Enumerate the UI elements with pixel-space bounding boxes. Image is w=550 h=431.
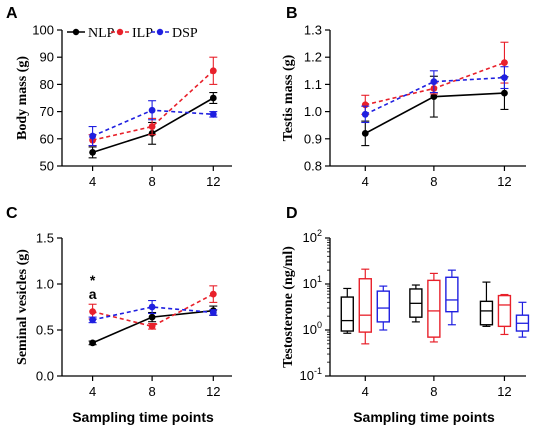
panel-letter: D <box>286 205 298 222</box>
legend: NLP ILP DSP <box>67 26 198 41</box>
data-point <box>361 110 369 118</box>
y-tick-label: 70 <box>40 104 54 119</box>
series-dsp <box>376 269 530 338</box>
panel-c: C Seminal vesicles (g) 0.0 0.5 1.0 1.5 4 8 12 Sam… <box>6 205 232 425</box>
legend-label-nlp: NLP <box>88 26 115 41</box>
data-point <box>148 322 156 330</box>
y-tick-label: 100 <box>303 320 322 337</box>
series-nlp <box>88 305 218 347</box>
y-tick-label: 0.5 <box>36 323 54 338</box>
legend-label-ilp: ILP <box>132 26 153 41</box>
panel-letter: C <box>6 205 18 222</box>
data-point <box>209 290 217 298</box>
y-tick-label: 90 <box>40 50 54 65</box>
data-point <box>501 89 508 97</box>
series-ilp <box>358 268 512 345</box>
box <box>497 294 512 328</box>
box <box>376 290 390 323</box>
x-tick-label: 4 <box>89 384 96 399</box>
box <box>358 278 372 333</box>
y-tick-label: 0.0 <box>36 369 54 384</box>
data-point <box>148 313 156 321</box>
data-point <box>89 149 96 156</box>
panel-letter: A <box>6 5 18 22</box>
y-tick-label: 100 <box>32 23 54 38</box>
y-tick-label: 1.2 <box>304 50 322 65</box>
legend-label-dsp: DSP <box>172 26 198 41</box>
box <box>445 276 459 313</box>
y-tick-label: 101 <box>303 274 322 291</box>
y-tick-label: 50 <box>40 159 54 174</box>
y-axis-label: Testosterone (ng/ml) <box>281 246 296 368</box>
box <box>340 296 354 332</box>
x-tick-label: 8 <box>430 384 437 399</box>
y-tick-label: 0.9 <box>304 131 322 146</box>
y-tick-label: 1.0 <box>304 104 322 119</box>
series-line <box>92 293 214 328</box>
x-tick-label: 4 <box>89 174 96 189</box>
series-line <box>92 306 214 321</box>
data-point <box>89 308 96 315</box>
x-axis-label: Sampling time points <box>72 409 214 425</box>
data-point <box>361 129 369 137</box>
data-point <box>89 132 96 140</box>
x-tick-label: 8 <box>430 174 437 189</box>
x-tick-label: 12 <box>206 174 220 189</box>
data-point <box>148 123 156 130</box>
box <box>427 279 441 338</box>
series-ilp <box>88 285 218 330</box>
data-point <box>209 309 217 316</box>
panel-d: D Testosterone (ng/ml) 10-1 100 101 102 4 8 12Sa… <box>281 205 530 425</box>
x-tick-label: 12 <box>497 174 511 189</box>
data-point <box>501 74 508 81</box>
data-point <box>89 339 96 347</box>
data-point <box>501 59 508 67</box>
legend-marker-nlp <box>72 28 80 36</box>
box <box>479 300 494 326</box>
x-tick-label: 12 <box>497 384 511 399</box>
y-tick-label: 1.3 <box>304 23 322 38</box>
data-point <box>148 303 156 311</box>
y-axis-label: Seminal vesicles (g) <box>15 249 30 365</box>
y-tick-label: 60 <box>40 131 54 146</box>
y-tick-label: 1.5 <box>36 231 54 246</box>
significance-star: * <box>90 272 96 288</box>
data-point <box>209 67 217 75</box>
y-tick-label: 1.1 <box>304 77 322 92</box>
y-tick-label: 102 <box>303 228 322 245</box>
data-point <box>148 106 156 114</box>
series-nlp <box>340 281 494 334</box>
x-tick-label: 8 <box>148 174 155 189</box>
x-tick-label: 4 <box>362 384 369 399</box>
x-tick-label: 8 <box>148 384 155 399</box>
x-axis-label: Sampling time points <box>353 409 495 425</box>
panel-letter: B <box>286 5 298 22</box>
data-point <box>430 78 438 86</box>
y-tick-label: 80 <box>40 77 54 92</box>
y-tick-label: 10-1 <box>300 366 322 383</box>
y-tick-label: 0.8 <box>304 159 322 174</box>
series-dsp <box>88 300 218 324</box>
data-point <box>430 93 438 101</box>
data-point <box>209 110 217 118</box>
legend-marker-dsp <box>156 28 164 36</box>
y-axis-label: Testis mass (g) <box>281 54 296 141</box>
data-point <box>209 94 217 102</box>
significance-letter: a <box>89 286 97 302</box>
x-tick-label: 4 <box>362 174 369 189</box>
x-tick-label: 12 <box>206 384 220 399</box>
y-axis-label: Body mass (g) <box>15 56 30 140</box>
y-tick-label: 1.0 <box>36 277 54 292</box>
legend-marker-ilp <box>116 28 124 36</box>
panel-a: A Body mass (g) 50 60 70 80 90 100 4 8 12 NLP ILP DSP <box>6 5 232 189</box>
panel-b: B Testis mass (g) 0.8 0.9 1.0 1.1 1.2 1.3 4 8 12 <box>281 5 526 189</box>
data-point <box>89 316 96 324</box>
series-dsp <box>88 100 218 147</box>
series-dsp <box>361 66 509 124</box>
